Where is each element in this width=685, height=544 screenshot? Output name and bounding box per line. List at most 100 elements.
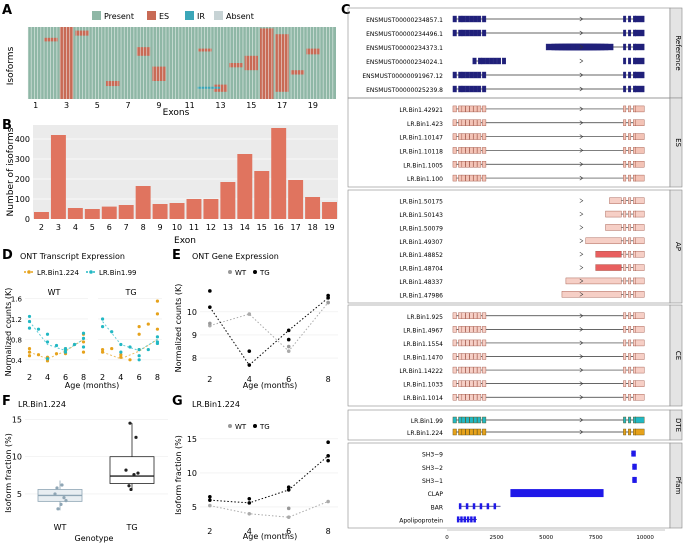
exon-block bbox=[469, 15, 474, 23]
exon-block bbox=[452, 416, 457, 424]
exon-block bbox=[477, 353, 482, 360]
exon-block bbox=[482, 29, 487, 37]
exon-block bbox=[452, 428, 457, 436]
exon-block bbox=[458, 339, 463, 347]
exon-block bbox=[628, 133, 632, 140]
exon-block bbox=[465, 147, 470, 154]
exon-block bbox=[461, 133, 466, 140]
group-strip-pfam bbox=[669, 442, 683, 529]
exon-block bbox=[482, 416, 487, 424]
chart-g-x-label: Age (months) bbox=[243, 532, 297, 541]
bar-exon-13 bbox=[220, 182, 236, 219]
point-lr224-tg bbox=[155, 299, 160, 303]
exon-block bbox=[482, 312, 487, 319]
point-lr224-tg bbox=[100, 347, 105, 352]
exon-block bbox=[482, 15, 487, 23]
point-extra bbox=[326, 440, 330, 445]
exon-terminal bbox=[635, 250, 645, 258]
exon-block bbox=[477, 15, 482, 23]
exon-block bbox=[482, 174, 487, 182]
heatmap-es-block bbox=[306, 48, 320, 55]
exon-block bbox=[482, 366, 487, 374]
heatmap-es-block bbox=[44, 37, 58, 42]
chart-b-y-label: Number of isoforms bbox=[6, 127, 16, 216]
exon-block bbox=[461, 428, 466, 436]
exon-block bbox=[452, 312, 457, 319]
x-tick-label: 6 bbox=[137, 373, 142, 382]
group-strip-dte bbox=[669, 409, 683, 441]
exon-block bbox=[623, 428, 627, 436]
y-tick-label: 100 bbox=[15, 195, 30, 204]
heatmap-tick-label: 1 bbox=[33, 101, 38, 110]
exon-block bbox=[461, 161, 466, 168]
exon-block bbox=[465, 312, 470, 319]
domain-block bbox=[466, 516, 470, 523]
exon-block bbox=[461, 353, 466, 360]
point-lr224-tg bbox=[100, 350, 105, 354]
exon-block bbox=[623, 380, 627, 387]
strand-arrow bbox=[579, 327, 584, 332]
heatmap-es-block bbox=[198, 48, 212, 52]
exon-block bbox=[482, 105, 487, 113]
exon-terminal bbox=[635, 57, 645, 65]
group-strip-ap bbox=[669, 189, 683, 304]
bar-exon-19 bbox=[322, 202, 337, 219]
transcript-label: ENSMUST00000234373.1 bbox=[366, 45, 443, 52]
point-tg bbox=[247, 501, 252, 505]
chart-f-x-label: Genotype bbox=[75, 534, 114, 543]
exon-block bbox=[623, 29, 627, 37]
strand-arrow bbox=[579, 120, 584, 125]
exon-block bbox=[623, 366, 627, 374]
y-tick-label: 0 bbox=[25, 215, 30, 224]
transcript-label: SH3−9 bbox=[422, 452, 443, 459]
point-lr99-tg bbox=[128, 345, 132, 349]
exon-block bbox=[469, 312, 474, 319]
x-tick-label: 7500 bbox=[589, 535, 603, 541]
exon-block bbox=[461, 312, 466, 319]
exon-block bbox=[452, 366, 457, 374]
strand-arrow bbox=[579, 417, 584, 423]
legend-g-wt-label: WT bbox=[235, 423, 247, 431]
exon-block bbox=[482, 326, 487, 333]
legend-g-tg-point bbox=[253, 424, 257, 428]
exon-block bbox=[473, 174, 478, 182]
strand-arrow bbox=[579, 292, 584, 297]
chart-e-title: ONT Gene Expression bbox=[192, 252, 279, 261]
exon-block bbox=[628, 339, 632, 347]
x-tick-label: WT bbox=[54, 523, 67, 532]
strand-arrow bbox=[579, 429, 584, 435]
exon-terminal bbox=[635, 43, 645, 51]
exon-block bbox=[461, 326, 466, 333]
exon-block bbox=[458, 353, 463, 360]
point-extra bbox=[208, 289, 212, 293]
exon-block bbox=[458, 312, 463, 319]
point-lr224-tg bbox=[146, 322, 150, 326]
legend-e-tg-label: TG bbox=[259, 269, 270, 277]
x-tick-label: 8 bbox=[81, 373, 86, 382]
point-lr99-tg bbox=[110, 330, 114, 334]
strand-arrow bbox=[579, 16, 584, 22]
exon-block bbox=[623, 85, 627, 93]
point-tg bbox=[136, 471, 140, 475]
exon-block bbox=[477, 326, 482, 333]
exon-block bbox=[458, 380, 463, 387]
exon-block bbox=[628, 380, 632, 387]
facet-wt-label: WT bbox=[48, 288, 61, 297]
strand-arrow bbox=[579, 313, 584, 319]
heatmap-x-label: Exons bbox=[163, 108, 190, 118]
exon-block bbox=[473, 416, 478, 424]
exon-block bbox=[628, 210, 632, 218]
exon-block bbox=[458, 119, 463, 126]
panel-a: Present ES IR Absent Isoforms 1 3 5 7 9 11 13 1… bbox=[6, 11, 336, 118]
exon-block bbox=[465, 380, 470, 387]
domain-block bbox=[473, 516, 476, 523]
bar-exon-3 bbox=[50, 135, 66, 219]
exon-block bbox=[595, 264, 622, 271]
exon-block bbox=[628, 43, 632, 51]
exon-block bbox=[628, 119, 632, 126]
strand-arrow bbox=[579, 238, 584, 244]
exon-block bbox=[628, 312, 632, 319]
strand-arrow bbox=[579, 394, 584, 400]
exon-block bbox=[461, 105, 466, 113]
exon-block bbox=[472, 57, 477, 65]
